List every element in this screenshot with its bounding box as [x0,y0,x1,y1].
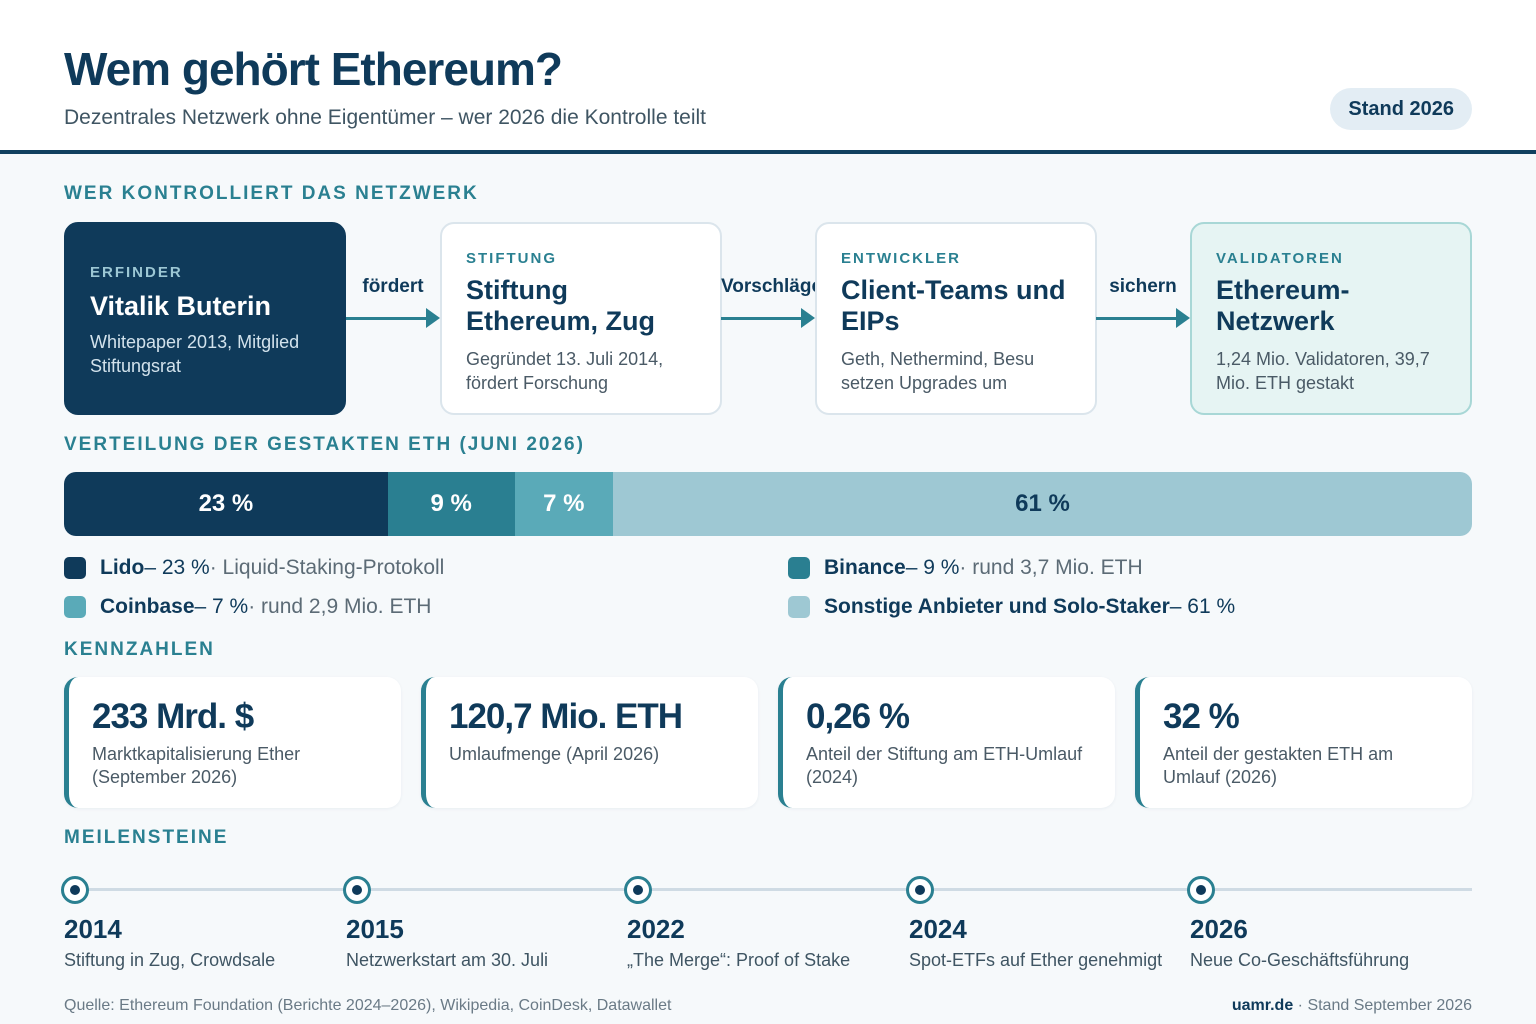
arrow-label: sichern [1109,276,1177,297]
arrow-right-icon [1176,308,1190,328]
arrow-line [721,317,803,320]
milestone-year: 2026 [1190,914,1248,944]
milestone-year: 2024 [909,914,967,944]
flow-name: Vitalik Buterin [90,291,272,321]
flow-desc: Geth, Nethermind, Besu setzen Upgrades u… [841,349,1035,393]
legend-note: · rund 3,7 Mio. ETH [959,556,1143,579]
flow-card-foundation: STIFTUNG Stiftung Ethereum, Zug Gegründe… [440,222,722,415]
milestone-text: Spot-ETFs auf Ether genehmigt [909,950,1163,970]
kpi-card-staked-share: 32 % Anteil der gestakten ETH am Umlauf … [1135,677,1472,808]
flow-tag: ENTWICKLER [841,250,961,267]
legend-pct: – 9 % [905,556,960,579]
milestone-text: Netzwerkstart am 30. Juli [346,950,549,970]
page-subtitle: Dezentrales Netzwerk ohne Eigentümer – w… [64,106,707,129]
bar-segment-binance: 9 % [387,472,515,536]
legend-pct: – 7 % [194,595,249,618]
flow-card-inventor: ERFINDER Vitalik Buterin Whitepaper 2013… [64,222,346,415]
kpi-label: Marktkapitalisierung Ether (September 20… [92,744,301,787]
arrow-line [1096,317,1178,320]
legend-name: Coinbase [100,595,195,618]
arrow-label: fördert [362,276,424,297]
flow-desc: 1,24 Mio. Validatoren, 39,7 Mio. ETH ges… [1216,349,1430,393]
header: Wem gehört Ethereum? Dezentrales Netzwer… [0,0,1536,154]
footer-credit: uamr.de · Stand September 2026 [1232,997,1472,1015]
legend-swatch [64,596,86,618]
legend-name: Lido [100,556,145,579]
flow-arrow-3: sichern [1096,276,1190,336]
flow-desc: Whitepaper 2013, Mitglied Stiftungsrat [90,332,300,376]
flow-tag: STIFTUNG [466,250,557,267]
flow-tag: VALIDATOREN [1216,250,1344,267]
timeline-dot-icon [1187,876,1215,904]
legend-item-binance: Binance – 9 % · rund 3,7 Mio. ETH [788,556,1143,580]
kpi-card-market-cap: 233 Mrd. $ Marktkapitalisierung Ether (S… [64,677,401,808]
kpi-card-foundation-share: 0,26 % Anteil der Stiftung am ETH-Umlauf… [778,677,1115,808]
kpi-label: Umlaufmenge (April 2026) [449,744,660,764]
arrow-line [346,317,428,320]
kpi-label: Anteil der gestakten ETH am Umlauf (2026… [1163,744,1394,787]
bar-segment-lido: 23 % [64,472,388,536]
flow-name: Stiftung Ethereum, Zug [466,275,656,336]
bar-segment-label: 7 % [543,490,585,517]
timeline-line [76,888,1472,891]
legend-name: Binance [824,556,906,579]
legend-item-lido: Lido – 23 % · Liquid-Staking-Protokoll [64,556,444,580]
flow-name: Ethereum-Netzwerk [1216,275,1350,336]
bar-segment-coinbase: 7 % [514,472,614,536]
footer-stand: · Stand September 2026 [1293,997,1472,1014]
section-heading-kpis: KENNZAHLEN [64,639,215,660]
timeline-dot-icon [906,876,934,904]
brand-link[interactable]: uamr.de [1231,997,1294,1014]
milestone-text: Stiftung in Zug, Crowdsale [64,950,276,970]
legend-pct: – 23 % [144,556,210,579]
flow-arrow-2: Vorschläge [721,276,823,336]
milestone-year: 2014 [64,914,122,944]
legend-swatch [788,557,810,579]
arrow-label: Vorschläge [721,276,823,297]
kpi-value: 233 Mrd. $ [92,697,254,736]
source-note: Quelle: Ethereum Foundation (Berichte 20… [64,997,672,1014]
bar-segment-label: 9 % [430,490,472,517]
stacked-bar-chart: 23 % 9 % 7 % 61 % [64,472,1472,536]
legend-note: · Liquid-Staking-Protokoll [209,556,445,579]
arrow-right-icon [801,308,815,328]
timeline-dot-icon [61,876,89,904]
bar-segment-label: 23 % [198,490,254,517]
flow-card-validators: VALIDATOREN Ethereum-Netzwerk 1,24 Mio. … [1190,222,1472,415]
section-heading-control: WER KONTROLLIERT DAS NETZWERK [64,183,479,204]
section-heading-distribution: VERTEILUNG DER GESTAKTEN ETH (JUNI 2026) [64,434,585,455]
legend-pct: – 61 % [1169,595,1236,618]
page-title: Wem gehört Ethereum? [64,43,563,95]
kpi-value: 0,26 % [806,697,910,736]
legend-swatch [788,596,810,618]
flow-name: Client-Teams und EIPs [841,275,1066,336]
flow-desc: Gegründet 13. Juli 2014, fördert Forschu… [466,349,664,393]
kpi-label: Anteil der Stiftung am ETH-Umlauf (2024) [806,744,1083,787]
kpi-value: 120,7 Mio. ETH [449,697,683,736]
legend-item-others: Sonstige Anbieter und Solo-Staker – 61 % [788,595,1235,619]
kpi-value: 32 % [1163,697,1240,736]
timeline-dot-icon [343,876,371,904]
timeline-dot-icon [624,876,652,904]
flow-card-developers: ENTWICKLER Client-Teams und EIPs Geth, N… [815,222,1097,415]
bar-segment-label: 61 % [1015,490,1070,517]
milestone-year: 2015 [346,914,404,944]
flow-tag: ERFINDER [90,264,183,281]
milestone-text: Neue Co-Geschäftsführung [1190,950,1410,970]
kpi-card-supply: 120,7 Mio. ETH Umlaufmenge (April 2026) [421,677,758,808]
milestone-year: 2022 [627,914,685,944]
milestone-text: „The Merge“: Proof of Stake [627,950,851,970]
legend-swatch [64,557,86,579]
legend-note: · rund 2,9 Mio. ETH [248,595,432,618]
section-heading-milestones: MEILENSTEINE [64,827,229,848]
flow-arrow-1: fördert [346,276,440,336]
bar-segment-sonstige: 61 % [613,472,1472,536]
status-badge: Stand 2026 [1330,88,1472,130]
legend-name: Sonstige Anbieter und Solo-Staker [824,595,1170,618]
legend-item-coinbase: Coinbase – 7 % · rund 2,9 Mio. ETH [64,595,431,619]
arrow-right-icon [426,308,440,328]
